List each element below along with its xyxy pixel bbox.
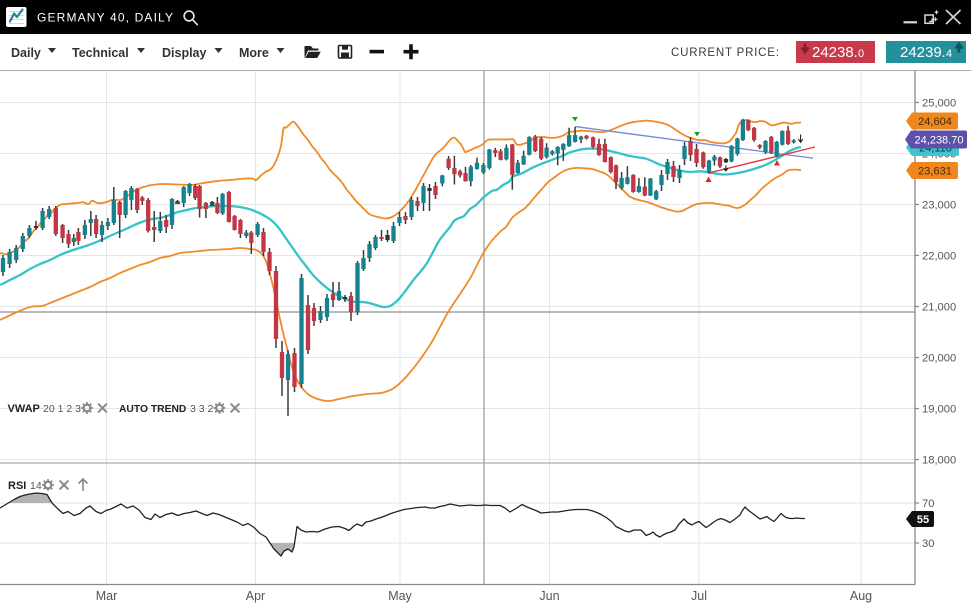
- svg-text:RSI: RSI: [8, 480, 26, 492]
- svg-text:21,000: 21,000: [922, 302, 956, 314]
- svg-text:More: More: [239, 46, 269, 60]
- svg-text:GERMANY 40, DAILY: GERMANY 40, DAILY: [37, 11, 174, 25]
- svg-text:22,000: 22,000: [922, 251, 956, 263]
- svg-text:CURRENT PRICE:: CURRENT PRICE:: [671, 47, 780, 59]
- svg-text:20,000: 20,000: [922, 353, 956, 365]
- svg-text:Aug: Aug: [850, 589, 872, 603]
- svg-text:24,604: 24,604: [918, 116, 952, 128]
- svg-text:55: 55: [917, 514, 929, 526]
- svg-text:.: .: [942, 44, 946, 61]
- svg-text:4: 4: [946, 48, 952, 60]
- svg-text:23,000: 23,000: [922, 200, 956, 212]
- svg-text:70: 70: [922, 498, 934, 510]
- svg-text:19,000: 19,000: [922, 404, 956, 416]
- svg-text:VWAP: VWAP: [8, 403, 40, 415]
- svg-text:.: .: [854, 44, 858, 61]
- svg-text:0: 0: [858, 48, 864, 60]
- svg-text:Mar: Mar: [96, 589, 118, 603]
- svg-text:18,000: 18,000: [922, 455, 956, 467]
- svg-text:Display: Display: [162, 46, 207, 60]
- svg-text:30: 30: [922, 538, 934, 550]
- svg-text:Technical: Technical: [72, 46, 129, 60]
- svg-text:Apr: Apr: [246, 589, 265, 603]
- svg-text:Jun: Jun: [539, 589, 559, 603]
- svg-text:May: May: [388, 589, 412, 603]
- svg-text:24238: 24238: [812, 44, 854, 61]
- svg-text:24,238.70: 24,238.70: [915, 134, 964, 146]
- svg-text:14: 14: [30, 480, 42, 492]
- svg-text:Jul: Jul: [691, 589, 707, 603]
- svg-text:20 1 2 3: 20 1 2 3: [43, 403, 81, 415]
- svg-text:AUTO TREND: AUTO TREND: [119, 404, 186, 415]
- svg-text:3 3 2: 3 3 2: [190, 403, 214, 415]
- svg-text:25,000: 25,000: [922, 98, 956, 110]
- svg-text:24239: 24239: [900, 44, 942, 61]
- svg-text:Daily: Daily: [11, 46, 41, 60]
- svg-text:23,631: 23,631: [918, 165, 952, 177]
